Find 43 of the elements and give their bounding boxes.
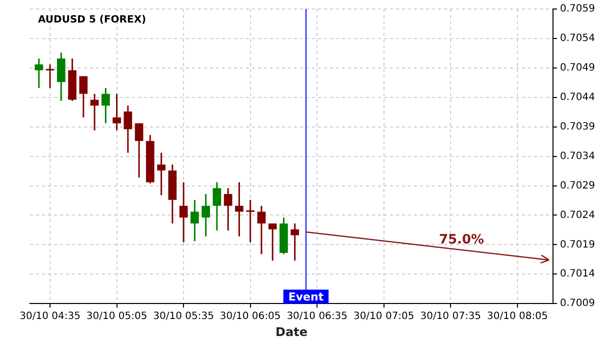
candlestick [45,64,55,89]
annotation: 75.0% [438,232,484,248]
candlestick [34,58,44,89]
y-tick-label: 0.7009 [560,298,596,310]
x-tick-label: 30/10 06:05 [220,311,281,322]
x-tick-label: 30/10 07:35 [420,311,482,322]
y-tick-label: 0.7059 [560,4,596,15]
x-tick-label: 30/10 06:35 [286,311,348,322]
y-tick-label: 0.7019 [560,239,596,250]
candlestick [90,93,99,132]
candlestick [190,199,199,242]
candlestick [134,122,144,178]
text: AUDUSD 5 (FOREX) [38,14,146,26]
candlestick [124,104,132,154]
candlestick [179,181,188,244]
candlestick [257,205,266,255]
y-tick-label: 0.7049 [560,62,596,74]
y-tick-label: 0.7044 [560,92,596,103]
candlestick [56,52,66,102]
y-tick-label: 0.7029 [560,180,596,192]
candlestick [202,193,210,238]
candlestick [79,75,88,118]
y-tick-label: 0.7014 [560,268,596,280]
x-axis-title: Date [276,324,308,339]
x-tick-label: 30/10 07:05 [353,311,414,322]
candlestick [235,181,244,238]
candlestick [157,152,166,196]
candlestick [224,187,232,232]
x-tick-label: 30/10 05:05 [86,311,148,322]
candlestick [101,87,110,124]
y-tick-label: 0.7039 [560,121,596,132]
y-tick-label: 0.7034 [560,150,596,162]
candlestick [112,93,121,132]
x-tick-label: 30/10 08:05 [486,311,548,322]
y-tick-label: 0.7054 [560,33,596,44]
x-tick-label: 30/10 05:35 [153,311,214,322]
candlestick [212,181,222,232]
candlestick [268,222,277,262]
candlestick [290,222,300,262]
y-tick-label: 0.7024 [560,210,596,221]
ref-line-label: Event [288,290,324,304]
x-tick-label: 30/10 04:35 [20,311,80,322]
candlestick [245,199,256,244]
